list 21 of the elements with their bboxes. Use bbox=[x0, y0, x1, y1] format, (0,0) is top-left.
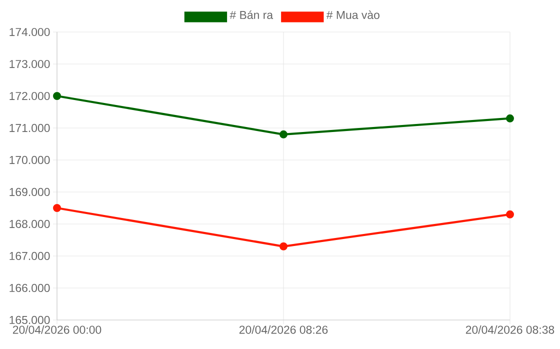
point bbox=[280, 130, 288, 138]
point bbox=[506, 210, 514, 218]
legend-label: # Mua vào bbox=[326, 10, 380, 20]
y-tick-label: 170.000 bbox=[10, 156, 50, 164]
x-tick-label: 20/04/2026 00:00 bbox=[12, 325, 102, 334]
x-tick-label: 20/04/2026 08:26 bbox=[239, 325, 328, 334]
y-tick-label: 166.000 bbox=[10, 284, 50, 292]
point bbox=[506, 114, 514, 122]
y-tick-label: 174.000 bbox=[10, 28, 50, 36]
x-tick-label: 20/04/2026 08:38 bbox=[466, 325, 554, 334]
y-tick-label: 169.000 bbox=[10, 188, 50, 196]
legend-label: # Bán ra bbox=[230, 10, 274, 20]
point bbox=[53, 92, 62, 100]
y-tick-label: 171.000 bbox=[10, 124, 50, 132]
y-tick-label: 167.000 bbox=[10, 252, 50, 260]
y-tick-label: 165.000 bbox=[10, 316, 50, 324]
y-tick-label: 168.000 bbox=[10, 220, 50, 228]
point bbox=[280, 242, 288, 250]
y-tick-label: 173.000 bbox=[10, 60, 50, 68]
y-tick-label: 172.000 bbox=[10, 92, 50, 100]
point bbox=[53, 204, 62, 212]
